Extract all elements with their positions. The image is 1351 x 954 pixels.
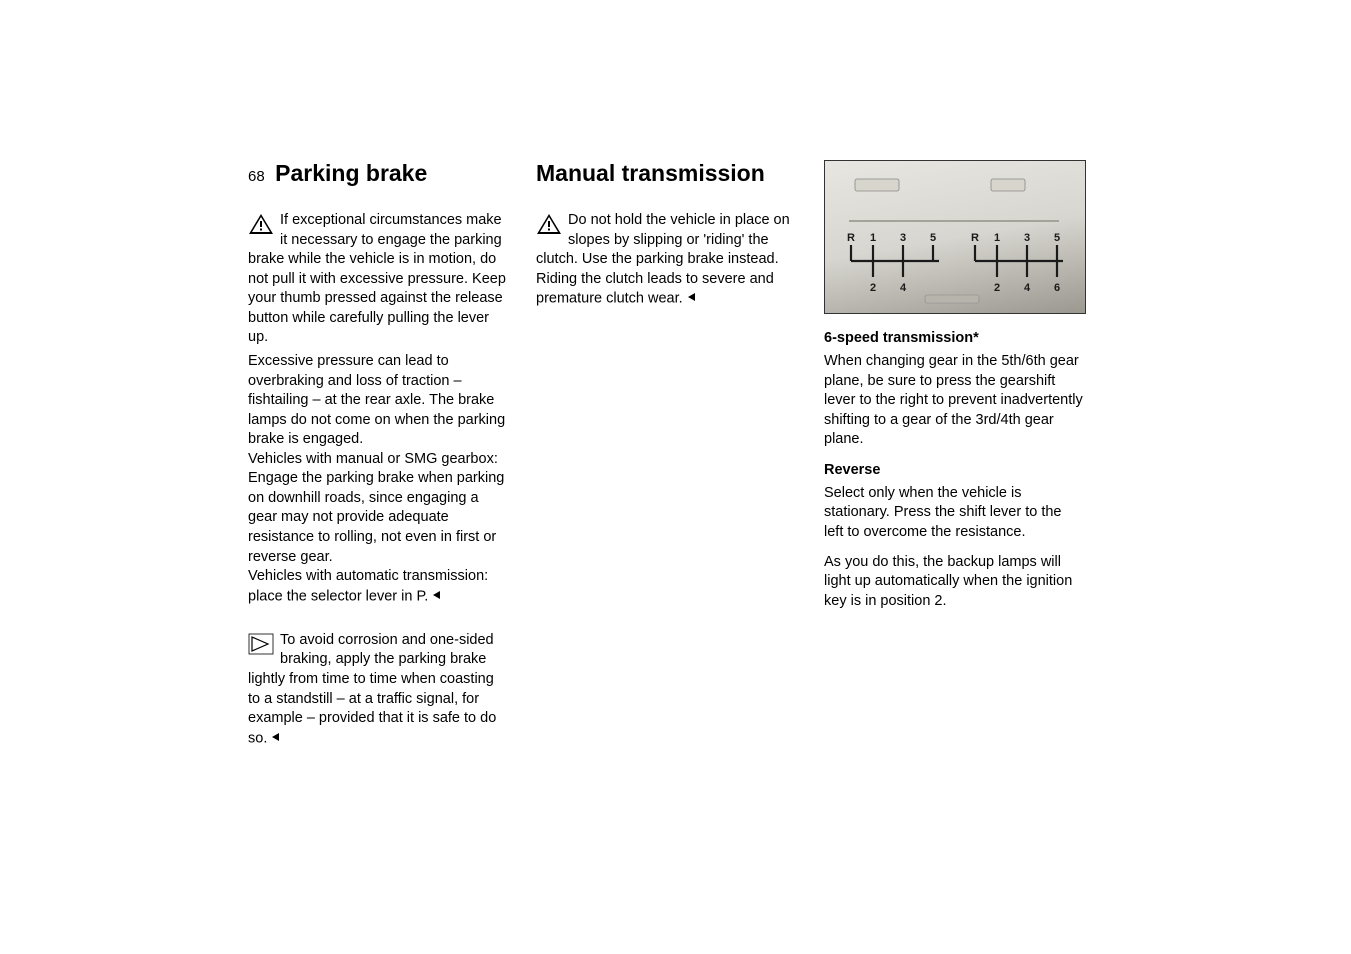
shift5-4: 4 [900, 282, 907, 294]
col3-sub3-text: As you do this, the backup lamps will li… [824, 553, 1084, 612]
col1-para3: Vehicles with manual or SMG gearbox: Eng… [248, 450, 508, 567]
warning-triangle-icon [536, 213, 562, 235]
column-3: R 1 3 5 2 4 R 1 3 [824, 160, 1084, 753]
col3-sub2-title: Reverse [824, 462, 1084, 478]
col1-tip-text: To avoid corrosion and one-sided braking… [248, 631, 508, 749]
end-marker-icon [687, 289, 696, 309]
shift6-R: R [971, 232, 979, 244]
col2-warning-text-inner: Do not hold the vehicle in place on slop… [536, 212, 790, 307]
end-marker-icon [271, 729, 280, 749]
col1-para4-text: Vehicles with automatic transmission: pl… [248, 568, 488, 604]
shift5-5: 5 [930, 232, 936, 244]
col2-warning-block: Do not hold the vehicle in place on slop… [536, 211, 796, 313]
col1-title: Parking brake [275, 160, 427, 186]
col1-tip-block: To avoid corrosion and one-sided braking… [248, 631, 508, 753]
col1-header: 68 Parking brake [248, 160, 508, 187]
col1-warning-text: If exceptional circumstances make it nec… [248, 211, 508, 348]
col3-sub1-text: When changing gear in the 5th/6th gear p… [824, 352, 1084, 450]
page-root: 68 Parking brake If exceptional circumst… [0, 0, 1351, 793]
col1-para2: Excessive pressure can lead to overbraki… [248, 352, 508, 450]
shift6-1: 1 [994, 232, 1000, 244]
shift6-6: 6 [1054, 282, 1060, 294]
col2-title: Manual transmission [536, 160, 796, 187]
page-number: 68 [248, 168, 265, 185]
column-1: 68 Parking brake If exceptional circumst… [248, 160, 508, 753]
shift6-5: 5 [1054, 232, 1060, 244]
shift6-3: 3 [1024, 232, 1030, 244]
col2-warning-text: Do not hold the vehicle in place on slop… [536, 211, 796, 309]
shift5-2: 2 [870, 282, 876, 294]
shift5-1: 1 [870, 232, 876, 244]
shift5-R: R [847, 232, 855, 244]
warning-triangle-icon [248, 213, 274, 235]
tip-triangle-icon [248, 633, 274, 655]
col3-sub2-text: Select only when the vehicle is stationa… [824, 484, 1084, 543]
shift6-2: 2 [994, 282, 1000, 294]
column-2: Manual transmission Do not hold the vehi… [536, 160, 796, 753]
col3-sub1-title: 6-speed transmission* [824, 330, 1084, 346]
col1-tip-text-inner: To avoid corrosion and one-sided braking… [248, 632, 496, 746]
col1-warning-block: If exceptional circumstances make it nec… [248, 211, 508, 352]
end-marker-icon [432, 587, 441, 607]
shift-pattern-image: R 1 3 5 2 4 R 1 3 [824, 160, 1086, 314]
shift-pattern-svg: R 1 3 5 2 4 R 1 3 [825, 161, 1085, 313]
col1-para4: Vehicles with automatic transmission: pl… [248, 567, 508, 607]
shift5-3: 3 [900, 232, 906, 244]
shift6-4: 4 [1024, 282, 1031, 294]
